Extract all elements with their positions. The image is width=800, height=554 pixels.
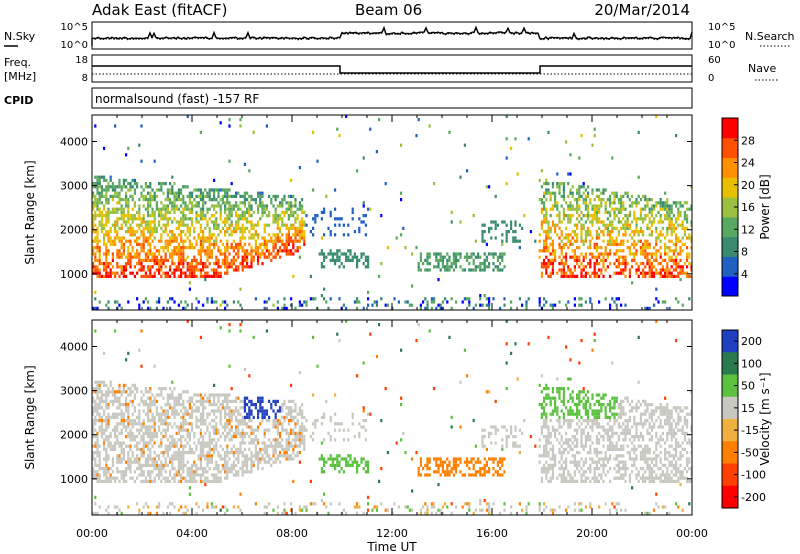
noise-panel: N.Sky 10^5 10^0 10^5 10^0 N.Search — [4, 21, 795, 51]
colorbar-segment — [722, 118, 738, 139]
nave-label: Nave — [748, 62, 776, 75]
date-title: 20/Mar/2014 — [594, 1, 690, 19]
x-tick-label: 00:00 — [676, 527, 708, 540]
power-ylabel: Slant Range [km] — [23, 160, 37, 264]
noise-right-tick-bottom: 10^0 — [708, 40, 735, 51]
colorbar-segment — [722, 374, 738, 398]
colorbar-tick-label: 4 — [741, 268, 748, 281]
colorbar-tick-label: 8 — [741, 246, 748, 259]
cpid-value: normalsound (fast) -157 RF — [95, 92, 259, 106]
vel-ytick-label: 2000 — [60, 429, 88, 442]
time-axis: 00:00 04:00 08:00 12:00 16:00 20:00 00:00 — [76, 527, 708, 540]
colorbar-tick-label: -50 — [741, 446, 759, 459]
vel-ylabel: Slant Range [km] — [23, 365, 37, 469]
colorbar-segment — [722, 276, 738, 297]
colorbar-segment — [722, 396, 738, 420]
colorbar-tick-label: -100 — [741, 469, 766, 482]
noise-right-tick-top: 10^5 — [708, 22, 735, 33]
freq-label: Freq. — [4, 56, 31, 69]
colorbar-tick-label: 16 — [741, 201, 755, 214]
colorbar-tick-label: 200 — [741, 335, 762, 348]
vel-colorbar-label: Velocity [m s⁻¹] — [758, 372, 772, 465]
power-ytick-label: 2000 — [60, 224, 88, 237]
colorbar-tick-label: 100 — [741, 357, 762, 370]
freq-left-tick-bottom: 8 — [82, 73, 88, 84]
freq-right-tick-top: 60 — [708, 55, 721, 66]
colorbar-segment — [722, 216, 738, 238]
x-tick-label: 20:00 — [576, 527, 608, 540]
nsearch-label: N.Search — [745, 30, 795, 43]
colorbar-segment — [722, 441, 738, 464]
colorbar-segment — [722, 330, 738, 353]
freq-right-tick-bottom: 0 — [708, 73, 714, 84]
freq-left-tick-top: 18 — [75, 55, 88, 66]
power-panel: 1000 2000 3000 4000 Slant Range [km] — [23, 114, 693, 311]
colorbar-segment — [722, 197, 738, 218]
colorbar-segment — [722, 157, 738, 178]
colorbar-tick-label: -200 — [741, 491, 766, 504]
vel-ytick-label: 4000 — [60, 340, 88, 353]
x-tick-label: 16:00 — [476, 527, 508, 540]
colorbar-segment — [722, 256, 738, 277]
vel-ytick-label: 1000 — [60, 473, 88, 486]
vel-ytick-label: 3000 — [60, 385, 88, 398]
colorbar-tick-label: 24 — [741, 157, 755, 170]
x-axis-label: Time UT — [366, 540, 417, 554]
velocity-panel: 1000 2000 3000 4000 Slant Range [km] — [23, 319, 693, 516]
colorbar-tick-label: 15 — [741, 402, 755, 415]
x-tick-label: 12:00 — [376, 527, 408, 540]
power-ytick-label: 3000 — [60, 180, 88, 193]
beam-title: Beam 06 — [355, 1, 422, 19]
colorbar-segment — [722, 419, 738, 442]
freq-trace — [92, 65, 692, 74]
power-ytick-label: 1000 — [60, 268, 88, 281]
colorbar-segment — [722, 137, 738, 159]
cpid-box — [91, 87, 693, 109]
power-colorbar: 4 8 12 16 20 24 28 Power [dB] — [721, 117, 772, 297]
colorbar-tick-label: 12 — [741, 223, 755, 236]
colorbar-tick-label: 20 — [741, 179, 755, 192]
station-title: Adak East (fitACF) — [92, 1, 227, 19]
nsky-trace — [91, 25, 693, 46]
colorbar-segment — [722, 352, 738, 375]
colorbar-segment — [722, 485, 738, 509]
x-tick-label: 08:00 — [276, 527, 308, 540]
freq-panel: Freq. [MHz] 18 8 60 0 Nave — [4, 54, 778, 84]
colorbar-segment — [722, 177, 738, 198]
freq-units: [MHz] — [4, 70, 36, 83]
colorbar-segment — [722, 463, 738, 487]
colorbar-segment — [722, 236, 738, 257]
colorbar-tick-label: 28 — [741, 134, 755, 147]
vel-cells — [92, 320, 692, 515]
cpid-label: CPID — [4, 94, 33, 107]
power-cells — [92, 115, 692, 310]
nsky-label: N.Sky — [4, 30, 36, 43]
power-colorbar-label: Power [dB] — [758, 174, 772, 239]
x-tick-label: 04:00 — [176, 527, 208, 540]
velocity-colorbar: 200 100 50 15 -15 -50 -100 -200 Velocity [m s⁻¹] — [721, 329, 772, 509]
noise-left-tick-bottom: 10^0 — [61, 40, 88, 51]
colorbar-tick-label: 50 — [741, 380, 755, 393]
x-tick-label: 00:00 — [76, 527, 108, 540]
noise-left-tick-top: 10^5 — [61, 22, 88, 33]
colorbar-tick-label: -15 — [741, 424, 759, 437]
power-ytick-label: 4000 — [60, 135, 88, 148]
